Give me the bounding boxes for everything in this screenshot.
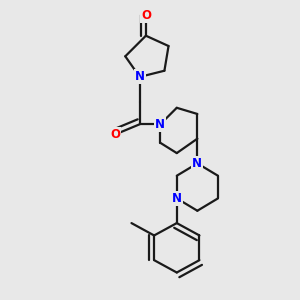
- Text: N: N: [135, 70, 145, 83]
- Text: O: O: [141, 9, 151, 22]
- Text: N: N: [192, 157, 203, 170]
- Text: N: N: [155, 118, 165, 131]
- Text: N: N: [172, 192, 182, 205]
- Text: O: O: [110, 128, 120, 141]
